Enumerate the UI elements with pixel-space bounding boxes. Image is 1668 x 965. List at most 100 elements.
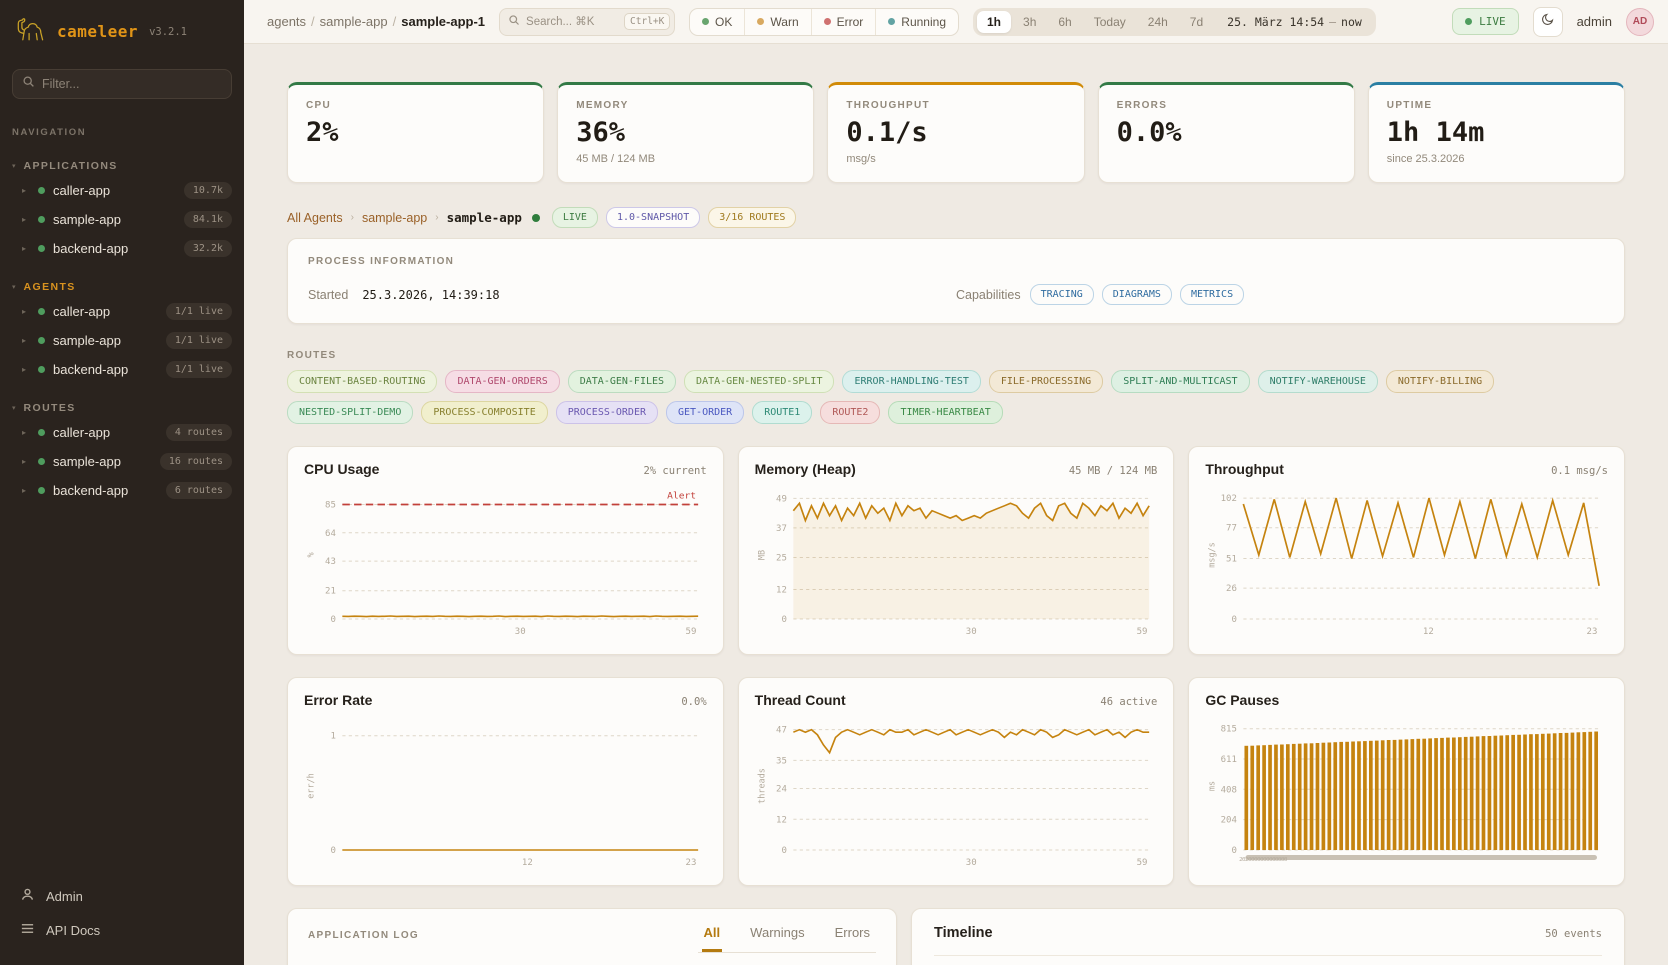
sidebar-item-sample-app[interactable]: ▸ sample-app 16 routes xyxy=(0,447,244,476)
chart-title: Memory (Heap) xyxy=(754,461,856,477)
sidebar-item-backend-app[interactable]: ▸ backend-app 32.2k xyxy=(0,234,244,263)
search-shortcut-kbd: Ctrl+K xyxy=(624,13,671,30)
sidebar-section-header-applications[interactable]: ▾ APPLICATIONS xyxy=(12,160,118,172)
route-chip-error-handling-test[interactable]: ERROR-HANDLING-TEST xyxy=(842,370,981,393)
user-avatar[interactable]: AD xyxy=(1626,7,1654,36)
route-chip-notify-billing[interactable]: NOTIFY-BILLING xyxy=(1385,370,1495,393)
agent-badge-3-16-routes: 3/16 ROUTES xyxy=(708,207,797,228)
breadcrumb-current: sample-app-1 xyxy=(401,14,486,29)
status-filter-ok[interactable]: OK xyxy=(690,8,746,35)
chart-plot: 0 26 51 77 102 12 23 msg/s xyxy=(1205,481,1608,644)
caret-right-icon: ▸ xyxy=(22,307,27,316)
status-filter-warn[interactable]: Warn xyxy=(745,8,812,35)
item-count-badge: 1/1 live xyxy=(165,332,232,349)
log-tab-all[interactable]: All xyxy=(701,925,723,952)
sidebar-section-agents: ▾ AGENTS ▸ caller-app 1/1 live ▸ sample-app 1/1… xyxy=(0,277,244,384)
chart-title: Error Rate xyxy=(304,692,373,708)
agent-app-link[interactable]: sample-app xyxy=(361,210,428,225)
api-docs-link-label: API Docs xyxy=(46,922,101,938)
svg-text:21: 21 xyxy=(325,587,336,597)
chart-current-value: 0.1 msg/s xyxy=(1551,465,1608,477)
stat-subtext xyxy=(306,153,525,166)
route-chip-split-and-multicast[interactable]: SPLIT-AND-MULTICAST xyxy=(1111,370,1250,393)
stat-value: 0.1/s xyxy=(846,117,928,148)
route-chip-content-based-routing[interactable]: CONTENT-BASED-ROUTING xyxy=(287,370,438,393)
all-agents-link[interactable]: All Agents xyxy=(287,210,343,225)
svg-text:0: 0 xyxy=(1232,846,1237,856)
svg-text:23: 23 xyxy=(1587,627,1598,637)
svg-text:611: 611 xyxy=(1221,755,1237,765)
breadcrumb-agents[interactable]: agents xyxy=(267,14,307,29)
application-log-title: APPLICATION LOG xyxy=(308,930,419,941)
route-chip-process-order[interactable]: PROCESS-ORDER xyxy=(555,401,658,424)
stat-subtext: 45 MB / 124 MB xyxy=(576,153,656,165)
svg-text:408: 408 xyxy=(1221,785,1237,795)
sidebar-item-caller-app[interactable]: ▸ caller-app 10.7k xyxy=(0,176,244,205)
log-tab-warnings[interactable]: Warnings xyxy=(750,925,805,940)
dark-mode-toggle[interactable] xyxy=(1532,6,1563,37)
started-label: Started xyxy=(308,287,349,302)
sidebar-item-backend-app[interactable]: ▸ backend-app 1/1 live xyxy=(0,355,244,384)
svg-text:12: 12 xyxy=(776,586,787,596)
chart-plot: 0 21 43 64 85 30 59% Alert xyxy=(304,481,707,644)
log-tab-errors[interactable]: Errors xyxy=(834,925,870,940)
svg-text:err/h: err/h xyxy=(306,773,316,799)
capability-badge-diagrams: DIAGRAMS xyxy=(1101,284,1172,305)
route-chip-nested-split-demo[interactable]: NESTED-SPLIT-DEMO xyxy=(287,401,414,424)
route-chip-notify-warehouse[interactable]: NOTIFY-WAREHOUSE xyxy=(1257,370,1378,393)
breadcrumb-sample-app[interactable]: sample-app xyxy=(319,14,388,29)
svg-text:51: 51 xyxy=(1226,555,1237,565)
svg-text:0: 0 xyxy=(781,615,786,625)
capabilities: Capabilities TRACING DIAGRAMS METRICS xyxy=(956,284,1245,305)
search-input[interactable] xyxy=(526,15,619,28)
route-chip-data-gen-orders[interactable]: DATA-GEN-ORDERS xyxy=(445,370,560,393)
current-agent: sample-app xyxy=(446,210,522,225)
route-chip-route1[interactable]: ROUTE1 xyxy=(752,401,813,424)
time-range-7d[interactable]: 7d xyxy=(1180,11,1213,33)
live-toggle[interactable]: LIVE xyxy=(1452,8,1519,35)
route-chip-data-gen-files[interactable]: DATA-GEN-FILES xyxy=(567,370,677,393)
sidebar-section-header-agents[interactable]: ▾ AGENTS xyxy=(12,281,76,293)
caret-right-icon: ▸ xyxy=(22,486,27,495)
route-chip-timer-heartbeat[interactable]: TIMER-HEARTBEAT xyxy=(888,401,1003,424)
stat-value: 36% xyxy=(576,117,625,148)
sidebar-filter[interactable] xyxy=(12,69,232,99)
chart-card-cpu-usage: CPU Usage 2% current 0 21 43 64 85 30 59% Alert xyxy=(287,446,724,655)
svg-text:ms: ms xyxy=(1208,781,1218,791)
time-range-today[interactable]: Today xyxy=(1084,11,1136,33)
status-dot-icon xyxy=(38,366,45,373)
chart-plot: 0 12 25 37 49 30 59 MB xyxy=(755,481,1158,644)
time-range-readout: 25. März 14:54– now xyxy=(1227,14,1362,29)
agent-status-dot xyxy=(531,213,540,222)
sidebar-item-caller-app[interactable]: ▸ caller-app 4 routes xyxy=(0,418,244,447)
sidebar-item-sample-app[interactable]: ▸ sample-app 84.1k xyxy=(0,205,244,234)
route-chip-route2[interactable]: ROUTE2 xyxy=(820,401,881,424)
filter-input[interactable] xyxy=(42,77,222,91)
route-chip-get-order[interactable]: GET-ORDER xyxy=(666,401,745,424)
status-filter-running[interactable]: Running xyxy=(876,9,958,35)
sidebar-item-backend-app[interactable]: ▸ backend-app 6 routes xyxy=(0,476,244,505)
status-dot-icon xyxy=(823,18,831,25)
api-docs-link[interactable]: API Docs xyxy=(12,913,232,947)
route-chip-data-gen-nested-split[interactable]: DATA-GEN-NESTED-SPLIT xyxy=(684,370,835,393)
time-range-1h[interactable]: 1h xyxy=(977,10,1012,33)
sidebar-section-header-routes[interactable]: ▾ ROUTES xyxy=(12,402,76,414)
time-range-6h[interactable]: 6h xyxy=(1048,11,1081,33)
svg-text:102: 102 xyxy=(1221,494,1237,504)
route-chip-file-processing[interactable]: FILE-PROCESSING xyxy=(988,370,1104,393)
app-logo[interactable]: cameleer v3.2.1 xyxy=(0,0,244,61)
status-filter-error[interactable]: Error xyxy=(812,8,877,35)
sidebar-item-caller-app[interactable]: ▸ caller-app 1/1 live xyxy=(0,297,244,326)
route-chip-process-composite[interactable]: PROCESS-COMPOSITE xyxy=(421,401,548,424)
svg-text:0: 0 xyxy=(1232,615,1237,625)
chart-title: Throughput xyxy=(1205,461,1284,477)
admin-link[interactable]: Admin xyxy=(12,879,232,913)
time-range-3h[interactable]: 3h xyxy=(1013,11,1046,33)
stat-card-uptime: UPTIME 1h 14m since 25.3.2026 xyxy=(1367,82,1625,183)
chart-plot: 0 204 408 611 815 ms 2020000000000000 xyxy=(1205,712,1608,875)
global-search[interactable]: Ctrl+K xyxy=(499,7,676,36)
item-count-badge: 4 routes xyxy=(165,424,232,441)
sidebar-item-sample-app[interactable]: ▸ sample-app 1/1 live xyxy=(0,326,244,355)
live-dot-icon xyxy=(1465,18,1473,25)
time-range-24h[interactable]: 24h xyxy=(1138,11,1178,33)
